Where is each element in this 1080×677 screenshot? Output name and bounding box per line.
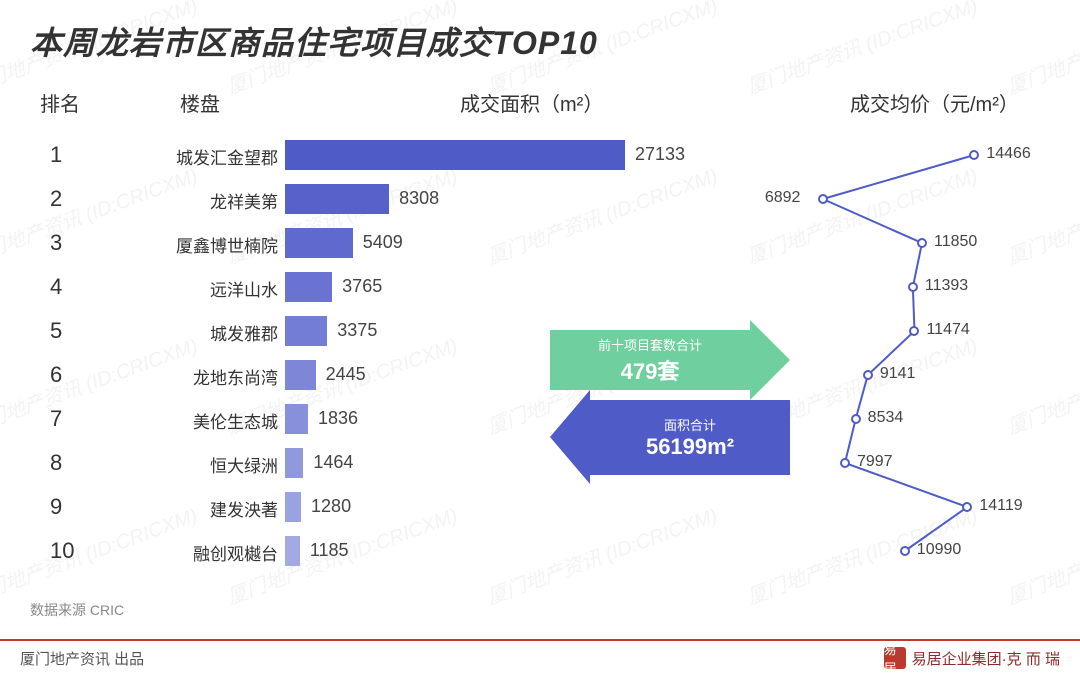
price-point xyxy=(840,458,850,468)
project-name: 远洋山水 xyxy=(118,276,278,301)
area-bar xyxy=(285,316,327,346)
rank-cell: 7 xyxy=(50,406,62,432)
area-value: 5409 xyxy=(363,232,403,253)
price-line-chart: 1446668921185011393114749141853479971411… xyxy=(795,130,1025,590)
project-name: 城发汇金望郡 xyxy=(118,144,278,169)
area-bar xyxy=(285,404,308,434)
price-point xyxy=(851,414,861,424)
area-value: 1836 xyxy=(318,408,358,429)
area-value: 3765 xyxy=(342,276,382,297)
price-point xyxy=(917,238,927,248)
arrow-area-label: 面积合计 xyxy=(664,415,716,434)
price-label: 10990 xyxy=(917,541,962,559)
price-label: 14466 xyxy=(986,145,1031,163)
project-name: 龙地东尚湾 xyxy=(118,364,278,389)
header-price: 成交均价（元/m²） xyxy=(850,88,1019,117)
footer-publisher: 厦门地产资讯 出品 xyxy=(20,648,144,669)
price-label: 8534 xyxy=(868,409,904,427)
area-value: 1464 xyxy=(313,452,353,473)
project-name: 建发泱著 xyxy=(118,496,278,521)
price-point xyxy=(969,150,979,160)
price-label: 11393 xyxy=(925,277,968,295)
area-bar xyxy=(285,448,303,478)
project-name: 融创观樾台 xyxy=(118,540,278,565)
area-value: 8308 xyxy=(399,188,439,209)
project-name: 美伦生态城 xyxy=(118,408,278,433)
project-name: 厦鑫博世楠院 xyxy=(118,232,278,257)
area-value: 2445 xyxy=(326,364,366,385)
brand-logo-icon: 易居 xyxy=(884,647,906,669)
price-point xyxy=(818,194,828,204)
rank-cell: 9 xyxy=(50,494,62,520)
price-label: 11474 xyxy=(926,321,969,339)
area-value: 27133 xyxy=(635,144,685,165)
price-label: 9141 xyxy=(880,365,916,383)
project-name: 城发雅郡 xyxy=(118,320,278,345)
rank-cell: 10 xyxy=(50,538,74,564)
price-label: 6892 xyxy=(765,189,801,207)
area-bar xyxy=(285,360,316,390)
summary-arrow-units: 前十项目套数合计 479套 xyxy=(550,330,790,390)
area-bar xyxy=(285,228,353,258)
header-area: 成交面积（m²） xyxy=(460,88,603,117)
rank-cell: 6 xyxy=(50,362,62,388)
rank-cell: 1 xyxy=(50,142,62,168)
price-label: 11850 xyxy=(934,233,977,251)
area-bar xyxy=(285,184,389,214)
rank-cell: 4 xyxy=(50,274,62,300)
area-bar xyxy=(285,272,332,302)
price-point xyxy=(909,326,919,336)
header-rank: 排名 xyxy=(40,88,80,117)
area-value: 3375 xyxy=(337,320,377,341)
rank-cell: 2 xyxy=(50,186,62,212)
arrow-units-label: 前十项目套数合计 xyxy=(598,335,702,354)
price-point xyxy=(900,546,910,556)
area-value: 1185 xyxy=(310,540,349,561)
area-bar xyxy=(285,492,301,522)
footer-brand: 易居企业集团·克 而 瑞 xyxy=(912,648,1060,669)
data-source: 数据来源 CRIC xyxy=(30,600,124,620)
price-point xyxy=(962,502,972,512)
price-point xyxy=(863,370,873,380)
page-title: 本周龙岩市区商品住宅项目成交TOP10 xyxy=(30,18,1050,64)
area-value: 1280 xyxy=(311,496,351,517)
footer: 厦门地产资讯 出品 易居 易居企业集团·克 而 瑞 xyxy=(0,639,1080,675)
summary-arrow-area: 面积合计 56199m² xyxy=(550,400,790,475)
arrow-units-value: 479套 xyxy=(621,354,680,386)
area-bar xyxy=(285,536,300,566)
project-name: 恒大绿洲 xyxy=(118,452,278,477)
header-project: 楼盘 xyxy=(180,88,220,117)
arrow-area-value: 56199m² xyxy=(646,434,734,460)
rank-cell: 3 xyxy=(50,230,62,256)
rank-cell: 8 xyxy=(50,450,62,476)
price-label: 7997 xyxy=(857,453,893,471)
project-name: 龙祥美第 xyxy=(118,188,278,213)
rank-cell: 5 xyxy=(50,318,62,344)
price-point xyxy=(908,282,918,292)
price-label: 14119 xyxy=(979,497,1022,515)
area-bar xyxy=(285,140,625,170)
